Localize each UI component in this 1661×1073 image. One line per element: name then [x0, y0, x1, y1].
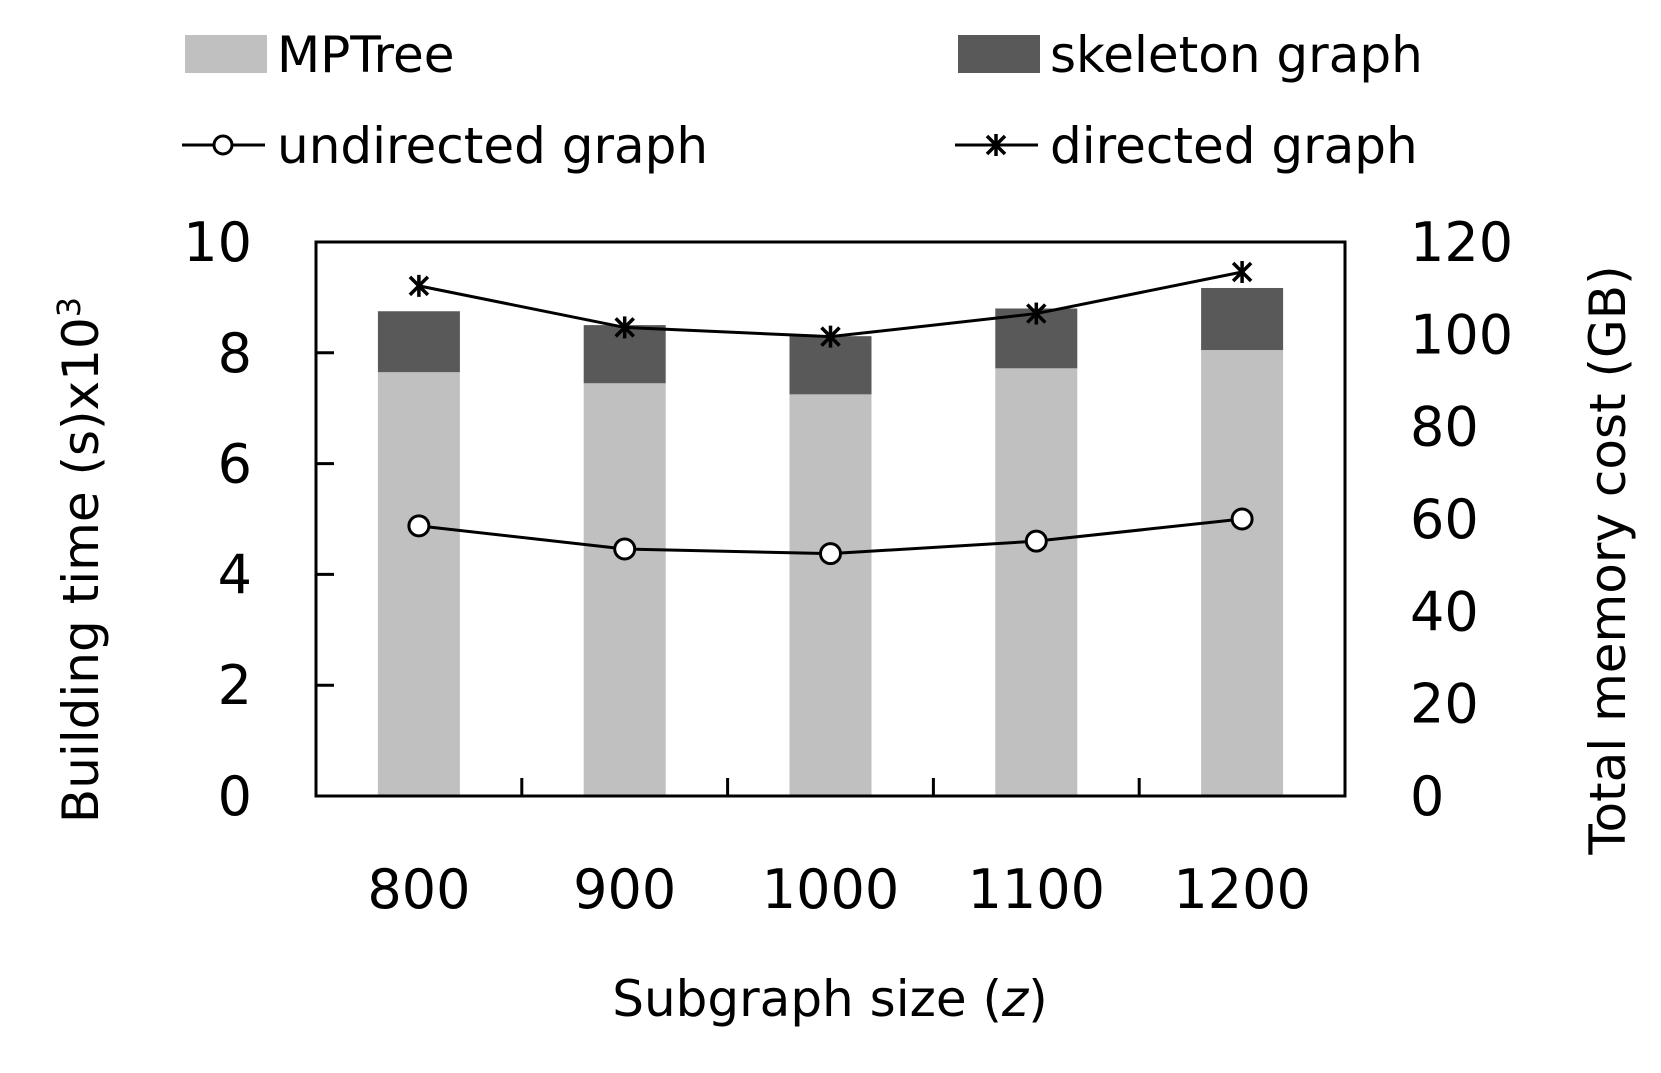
bar-mptree-800: [377, 372, 460, 796]
y-right-axis-title: Total memory cost (GB): [1579, 265, 1637, 855]
bars-layer: [377, 287, 1284, 796]
x-axis-title: Subgraph size (z): [612, 970, 1048, 1028]
y-right-tick-label: 60: [1410, 488, 1479, 551]
y-left-tick-label: 10: [183, 211, 252, 274]
bar-mptree-1100: [995, 368, 1078, 796]
legend-label-skeleton-graph: skeleton graph: [1050, 26, 1423, 84]
y-right-tick-labels: 0 20 40 60 80 100 120: [1410, 211, 1513, 828]
bar-mptree-1000: [789, 394, 872, 796]
y-right-tick-label: 0: [1410, 765, 1444, 828]
bar-skeleton-graph-1200: [1201, 287, 1284, 351]
x-tick-label: 1000: [762, 858, 899, 921]
lines-layer: [407, 261, 1254, 566]
point-undirected-graph-1200: [1230, 507, 1254, 531]
bar-skeleton-graph-800: [377, 311, 460, 373]
point-directed-graph-900: [614, 316, 635, 339]
legend-marker-undirected-graph: [182, 134, 265, 156]
legend-swatch-mptree: [185, 35, 267, 73]
legend: MPTree skeleton graph undirected graph d…: [182, 26, 1423, 175]
point-directed-graph-1200: [1231, 261, 1253, 284]
bar-mptree-1200: [1201, 350, 1284, 796]
y-right-tick-label: 40: [1410, 580, 1479, 643]
x-tick-label: 1200: [1173, 858, 1310, 921]
legend-label-mptree: MPTree: [277, 26, 454, 84]
y-left-tick-label: 6: [218, 433, 252, 496]
point-undirected-graph-1000: [819, 542, 842, 566]
legend-marker-directed-graph: [955, 134, 1038, 156]
y-left-tick-label: 2: [218, 654, 252, 717]
point-undirected-graph-1100: [1024, 529, 1048, 553]
point-undirected-graph-900: [613, 537, 637, 561]
point-undirected-graph-800: [407, 514, 431, 538]
y-right-tick-label: 80: [1410, 396, 1479, 459]
x-tick-label: 1100: [968, 858, 1105, 921]
x-tick-label: 800: [367, 858, 470, 921]
x-tick-label: 900: [573, 858, 676, 921]
y-left-axis-title: Building time (s)x103: [50, 297, 110, 823]
y-right-tick-label: 120: [1410, 211, 1513, 274]
x-tick-labels: 800 900 1000 1100 1200: [367, 858, 1310, 921]
point-directed-graph-800: [408, 274, 430, 297]
y-right-tick-label: 100: [1410, 303, 1513, 366]
x-ticks: [316, 240, 1141, 798]
y-left-tick-label: 8: [218, 322, 252, 385]
y-right-tick-label: 20: [1410, 673, 1479, 736]
legend-label-directed-graph: directed graph: [1050, 117, 1418, 175]
y-left-tick-label: 4: [218, 543, 252, 606]
plot-frame: [314, 240, 1347, 798]
point-directed-graph-1000: [820, 325, 841, 348]
legend-label-undirected-graph: undirected graph: [277, 117, 708, 175]
legend-swatch-skeleton-graph: [958, 35, 1040, 73]
bar-mptree-900: [583, 383, 666, 796]
y-left-tick-label: 0: [218, 765, 252, 828]
y-left-tick-labels: 0 2 4 6 8 10: [183, 211, 252, 828]
point-directed-graph-1100: [1026, 302, 1047, 325]
